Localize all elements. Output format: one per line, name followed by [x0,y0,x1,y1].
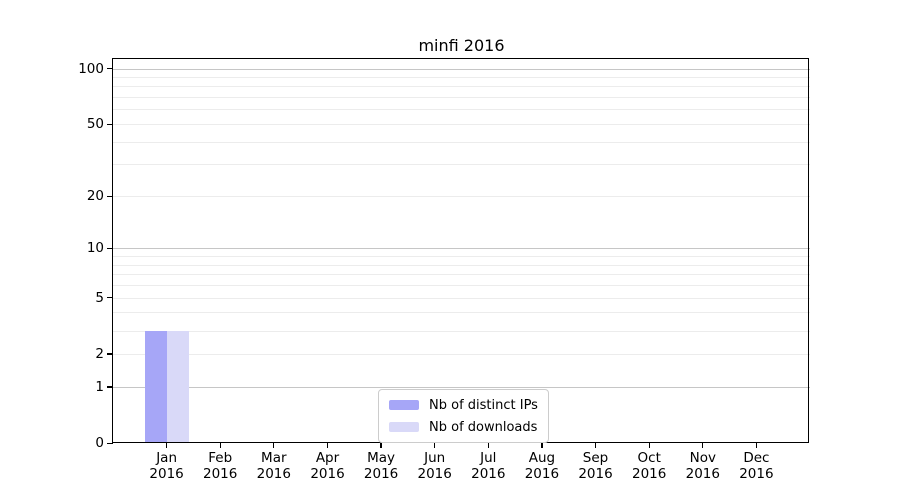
x-tick-year: 2016 [256,466,291,482]
x-tick-label: Sep 2016 [564,450,628,482]
x-tick-mark [648,443,650,448]
x-tick-year: 2016 [524,466,560,482]
gridline-minor [113,285,810,287]
gridline-major [113,248,810,250]
y-tick-mark [107,195,113,197]
x-tick-year: 2016 [417,466,452,482]
x-tick-mark [702,443,704,448]
x-tick-label: Aug 2016 [510,450,574,482]
x-tick-month: Mar [261,450,287,466]
gridline-minor [113,109,810,111]
x-tick-month: Aug [528,450,556,466]
x-tick-mark [166,443,168,448]
x-tick-month: Jan [156,450,177,466]
x-tick-month: May [367,450,396,466]
x-tick-month: Jun [424,450,446,466]
x-tick-label: Nov 2016 [671,450,735,482]
gridline-major [113,386,810,388]
x-tick-month: Jul [480,450,497,466]
y-tick-mark [107,386,113,388]
y-tick-label: 5 [95,289,104,306]
chart-title: minfi 2016 [418,36,505,55]
y-tick-mark [107,442,113,444]
gridline-minor [113,274,810,276]
x-tick-month: Oct [637,450,661,466]
bar-downloads [166,330,189,443]
gridline-minor [113,353,810,355]
y-tick-mark [107,68,113,70]
y-tick-label: 2 [95,345,104,362]
x-tick-label: Jul 2016 [456,450,520,482]
x-tick-label: Feb 2016 [188,450,252,482]
x-tick-year: 2016 [578,466,613,482]
gridline-minor [113,97,810,99]
x-tick-mark [326,443,329,448]
x-tick-label: Apr 2016 [296,450,360,482]
gridline-minor [113,196,810,197]
x-tick-mark [219,443,221,448]
plot-area-border [112,58,809,443]
legend-swatch-distinct-ips [389,400,419,410]
legend-label-distinct-ips: Nb of distinct IPs [429,397,538,413]
x-tick-mark [380,443,382,448]
x-tick-label: May 2016 [349,450,413,482]
x-tick-label: Dec 2016 [724,450,788,482]
x-tick-mark [273,443,275,448]
x-tick-year: 2016 [203,466,238,482]
y-tick-label: 100 [78,60,104,77]
x-tick-mark [541,443,543,448]
gridline-minor [113,124,810,125]
gridline-minor [113,141,810,143]
x-tick-month: Sep [582,450,609,466]
x-tick-year: 2016 [739,466,774,482]
gridline-minor [113,86,810,88]
legend-swatch-downloads [389,422,419,432]
y-tick-label: 10 [86,240,104,257]
y-tick-label: 50 [86,116,104,132]
x-tick-year: 2016 [149,466,184,482]
x-tick-mark [755,443,757,448]
y-tick-mark [107,123,113,125]
x-tick-month: Dec [743,450,770,466]
x-tick-label: Jun 2016 [403,450,467,482]
x-tick-label: Oct 2016 [617,450,681,482]
y-tick-mark [107,297,113,299]
x-tick-month: Feb [208,450,233,466]
legend-item-distinct-ips: Nb of distinct IPs [389,396,538,414]
gridline-minor [113,330,810,332]
x-tick-mark [594,443,597,448]
legend-label-downloads: Nb of downloads [429,419,538,435]
y-tick-mark [107,353,113,355]
y-tick-label: 20 [86,188,104,204]
x-tick-year: 2016 [363,466,399,482]
gridline-minor [113,256,810,258]
gridline-minor [113,297,810,299]
legend-item-downloads: Nb of downloads [389,418,538,436]
legend: Nb of distinct IPs Nb of downloads [378,389,549,443]
y-tick-label: 1 [95,378,104,395]
x-tick-mark [434,443,436,448]
gridline-minor [113,264,810,266]
x-tick-mark [487,443,489,448]
y-tick-label: 0 [95,435,104,451]
bar-distinct-ips [144,330,167,443]
x-tick-year: 2016 [471,466,506,482]
gridline-minor [113,164,810,166]
gridline-major [113,68,810,70]
x-tick-year: 2016 [632,466,667,482]
x-tick-label: Mar 2016 [242,450,306,482]
x-tick-label: Jan 2016 [135,450,199,482]
x-tick-year: 2016 [685,466,720,482]
x-tick-year: 2016 [310,466,345,482]
gridline-minor [113,312,810,314]
x-tick-month: Apr [315,450,340,466]
gridline-minor [113,77,810,78]
x-tick-month: Nov [689,450,716,466]
y-tick-mark [107,247,113,250]
